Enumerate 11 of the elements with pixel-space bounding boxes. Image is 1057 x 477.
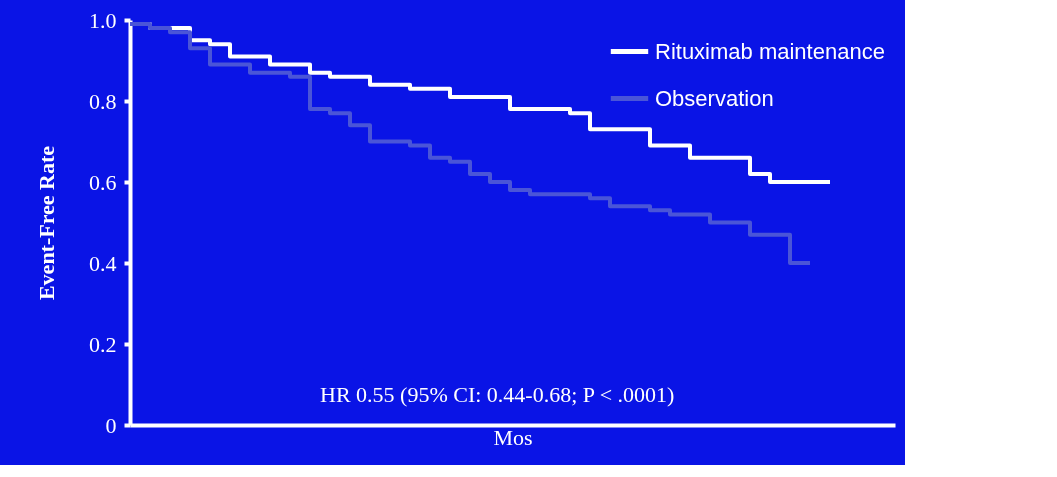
y-tick-label: 1.0	[89, 7, 117, 33]
annotation: HR 0.55 (95% CI: 0.44-0.68; P < .0001)	[319, 382, 675, 407]
y-tick-label: 0.2	[89, 331, 117, 357]
legend-label: Rituximab maintenance	[655, 38, 885, 64]
y-axis-title: Event-Free Rate	[34, 145, 59, 301]
y-tick-label: 0	[105, 412, 117, 438]
y-tick-label: 0.6	[89, 169, 117, 195]
y-tick-label: 0.8	[89, 88, 117, 114]
legend-label: Observation	[655, 85, 774, 111]
y-tick-label: 0.4	[89, 250, 117, 276]
x-axis-title: Mos	[493, 424, 533, 450]
